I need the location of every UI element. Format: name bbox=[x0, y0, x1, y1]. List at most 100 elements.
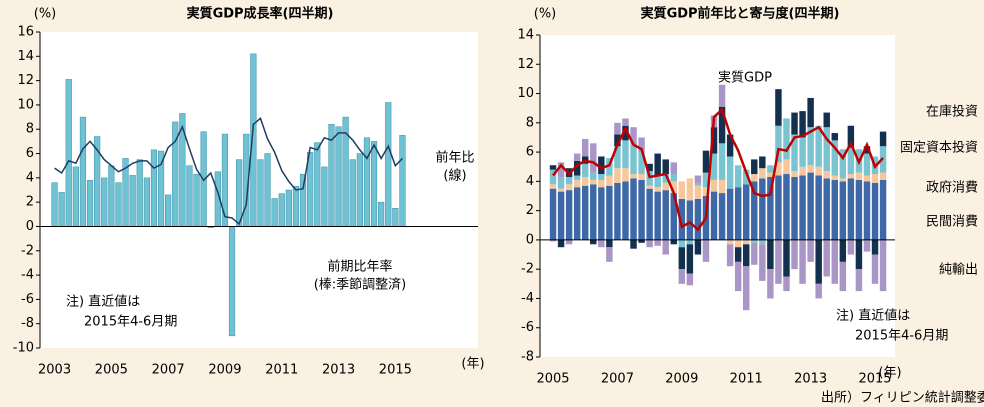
y-tick-label: 16 bbox=[17, 25, 34, 40]
bar bbox=[751, 174, 758, 182]
bar bbox=[630, 239, 637, 249]
legend-label: 政府消費 bbox=[926, 181, 978, 196]
x-unit: (年) bbox=[878, 366, 901, 381]
bar bbox=[622, 168, 629, 182]
y-tick-label: 8 bbox=[26, 122, 34, 137]
bar bbox=[573, 153, 581, 161]
bar bbox=[775, 89, 782, 126]
bar bbox=[751, 239, 758, 243]
bar bbox=[646, 185, 653, 189]
bar bbox=[58, 192, 65, 227]
bar bbox=[702, 187, 710, 196]
bar bbox=[807, 172, 814, 240]
bar bbox=[557, 188, 565, 192]
bar bbox=[108, 165, 115, 227]
bar bbox=[630, 127, 637, 145]
bar bbox=[734, 239, 742, 248]
bar bbox=[879, 172, 887, 180]
x-tick-label: 2005 bbox=[95, 363, 128, 378]
bar bbox=[630, 144, 637, 175]
bar bbox=[65, 79, 72, 227]
bar bbox=[815, 283, 822, 299]
bar bbox=[718, 143, 726, 180]
bar bbox=[662, 174, 669, 183]
chart-title: 実質GDP前年比と寄与度(四半期) bbox=[641, 6, 840, 22]
bar bbox=[855, 179, 863, 240]
bar bbox=[863, 153, 871, 176]
bar bbox=[378, 201, 385, 227]
bar bbox=[855, 269, 863, 292]
bar bbox=[871, 239, 879, 255]
bar bbox=[743, 169, 750, 185]
bar bbox=[807, 97, 814, 128]
bar bbox=[385, 102, 392, 227]
bar bbox=[549, 165, 557, 170]
bar bbox=[662, 159, 669, 175]
bar bbox=[590, 239, 597, 245]
bar bbox=[807, 165, 814, 173]
bar bbox=[759, 244, 766, 281]
bar bbox=[831, 140, 838, 176]
bar bbox=[767, 176, 774, 240]
bar bbox=[630, 174, 637, 179]
bar bbox=[590, 143, 597, 173]
bar bbox=[783, 239, 790, 277]
y-tick-label: -8 bbox=[521, 350, 534, 365]
bar bbox=[791, 171, 798, 177]
bar bbox=[710, 153, 718, 180]
bar bbox=[871, 182, 879, 240]
bar bbox=[622, 181, 629, 240]
bar bbox=[598, 156, 605, 175]
bar bbox=[718, 193, 726, 240]
legend-label: 実質GDP bbox=[718, 70, 772, 86]
bar bbox=[807, 127, 814, 166]
y-tick-label: 10 bbox=[17, 97, 34, 112]
bar bbox=[694, 198, 702, 240]
x-tick-label: 2011 bbox=[730, 372, 763, 387]
bar bbox=[678, 181, 686, 199]
legend-label: 純輸出 bbox=[939, 263, 978, 278]
bar bbox=[686, 200, 694, 240]
bar bbox=[815, 166, 822, 176]
bar bbox=[743, 266, 750, 311]
note: 2015年4-6月期 bbox=[84, 315, 177, 330]
bar bbox=[783, 118, 790, 160]
bar bbox=[321, 166, 328, 227]
bar bbox=[726, 244, 734, 267]
bar bbox=[670, 174, 677, 182]
legend-note: (棒:季節調整済) bbox=[314, 277, 407, 293]
bar bbox=[72, 166, 79, 227]
bar bbox=[743, 244, 750, 267]
bar bbox=[335, 126, 342, 227]
bar bbox=[718, 84, 726, 107]
x-tick-label: 2003 bbox=[38, 363, 71, 378]
y-tick-label: -10 bbox=[13, 341, 34, 356]
note: 注) 直近値は bbox=[66, 294, 140, 310]
bar bbox=[614, 168, 621, 183]
bar bbox=[871, 254, 879, 284]
bar bbox=[863, 239, 871, 252]
bar bbox=[879, 131, 887, 147]
bar bbox=[839, 149, 847, 179]
bar bbox=[751, 159, 758, 175]
note: 注) 直近値は bbox=[836, 308, 910, 324]
y-unit: (%) bbox=[534, 7, 557, 22]
bar bbox=[606, 247, 613, 262]
bar bbox=[694, 239, 702, 255]
bar bbox=[871, 174, 879, 183]
bar bbox=[863, 146, 871, 154]
bar bbox=[799, 137, 806, 167]
y-tick-label: -2 bbox=[521, 262, 534, 277]
note: 2015年4-6月期 bbox=[855, 329, 948, 344]
bar bbox=[710, 191, 718, 240]
bar bbox=[299, 173, 307, 227]
legend-label: 在庫投資 bbox=[926, 104, 978, 120]
x-tick-label: 2005 bbox=[536, 372, 569, 387]
y-tick-label: 0 bbox=[26, 219, 34, 234]
bar bbox=[614, 122, 621, 135]
bar bbox=[646, 239, 653, 248]
bar bbox=[638, 152, 645, 175]
bar bbox=[638, 179, 645, 240]
bar bbox=[271, 198, 278, 227]
bar bbox=[590, 172, 597, 180]
